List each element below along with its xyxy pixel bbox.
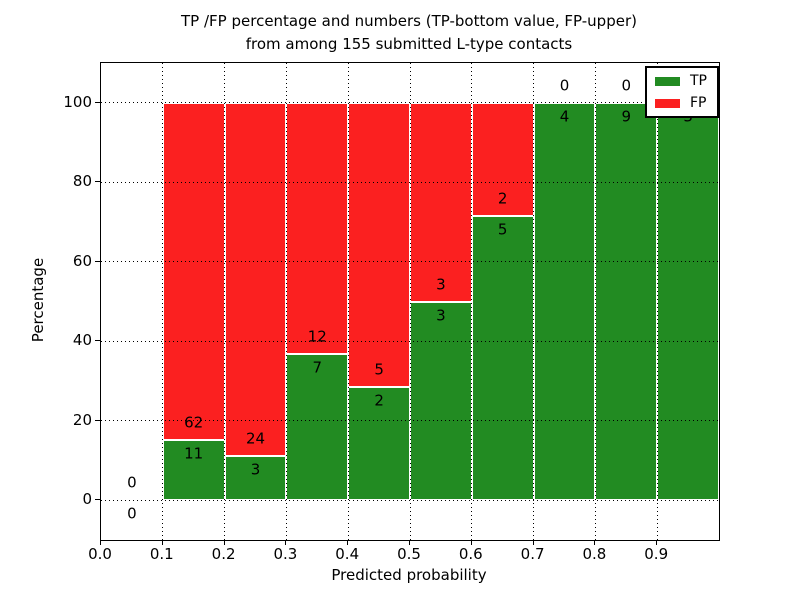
v-gridline <box>224 63 226 540</box>
tp-count-annotation: 0 <box>127 504 137 523</box>
bar-fp-segment <box>224 102 287 457</box>
y-tick-label: 100 <box>63 92 92 111</box>
bar-tp-segment <box>471 216 534 501</box>
tp-count-annotation: 3 <box>250 460 261 479</box>
tp-count-annotation: 4 <box>559 107 570 126</box>
y-tick-mark <box>95 101 100 103</box>
chart-title-line1: TP /FP percentage and numbers (TP-bottom… <box>181 12 637 30</box>
x-tick-mark <box>594 540 596 545</box>
x-tick-label: 0.7 <box>520 545 545 563</box>
x-tick-label: 0.9 <box>644 545 669 563</box>
x-axis-label: Predicted probability <box>331 566 487 584</box>
x-tick-label: 0.6 <box>458 545 483 563</box>
fp-count-annotation: 0 <box>621 76 632 95</box>
legend-label-fp: FP <box>690 95 707 111</box>
x-tick-mark <box>656 540 658 545</box>
legend-item-fp: FP <box>655 96 707 110</box>
v-gridline <box>409 63 411 540</box>
bar-tp-segment <box>657 102 719 501</box>
tp-count-annotation: 9 <box>621 107 632 126</box>
plot-area: TP FP 006211243127523325040903 <box>100 62 720 541</box>
x-tick-mark <box>470 540 472 545</box>
x-tick-label: 0.4 <box>335 545 360 563</box>
fp-count-annotation: 3 <box>436 275 446 293</box>
tp-count-annotation: 5 <box>497 220 508 239</box>
x-tick-label: 0.8 <box>582 545 607 563</box>
tp-count-annotation: 3 <box>436 306 446 324</box>
bar-fp-segment <box>410 102 472 302</box>
y-tick-mark <box>95 340 100 342</box>
y-tick-mark <box>95 499 100 501</box>
legend: TP FP <box>645 66 719 118</box>
y-tick-mark <box>95 181 100 183</box>
tp-count-annotation: 2 <box>374 391 384 410</box>
fp-count-annotation: 24 <box>245 429 266 448</box>
bar-fp-segment <box>286 102 349 354</box>
v-gridline <box>533 63 535 540</box>
x-tick-label: 0.2 <box>211 545 236 563</box>
y-tick-label: 80 <box>72 172 92 191</box>
v-gridline <box>285 63 287 540</box>
v-gridline <box>162 63 164 540</box>
x-tick-mark <box>409 540 410 545</box>
bar-fp-segment <box>348 102 410 387</box>
chart-title: TP /FP percentage and numbers (TP-bottom… <box>181 10 637 56</box>
y-tick-label: 0 <box>82 490 92 509</box>
bar-tp-segment <box>224 456 287 501</box>
bar-tp-segment <box>533 102 596 501</box>
fp-count-annotation: 0 <box>127 473 137 492</box>
x-tick-label: 0.5 <box>397 545 421 563</box>
fp-count-annotation: 5 <box>374 360 384 379</box>
x-tick-label: 0.1 <box>149 545 174 563</box>
y-tick-mark <box>95 260 100 262</box>
x-tick-label: 0.0 <box>88 545 112 563</box>
y-tick-label: 20 <box>72 410 92 429</box>
x-tick-mark <box>347 540 349 545</box>
fp-color-swatch <box>655 98 680 108</box>
tp-color-swatch <box>655 76 680 86</box>
x-tick-label: 0.3 <box>273 545 298 563</box>
bar-tp-segment <box>410 301 472 501</box>
fp-count-annotation: 62 <box>184 413 204 432</box>
tp-count-annotation: 11 <box>184 444 204 463</box>
v-gridline <box>471 63 473 540</box>
fp-count-annotation: 0 <box>559 76 570 95</box>
bar-tp-segment <box>162 440 225 501</box>
x-tick-mark <box>223 540 225 545</box>
v-gridline <box>594 63 596 540</box>
chart-title-line2: from among 155 submitted L-type contacts <box>245 35 573 53</box>
legend-item-tp: TP <box>655 74 707 88</box>
x-tick-mark <box>285 540 287 545</box>
bar-tp-segment <box>348 386 410 501</box>
y-tick-mark <box>95 419 100 421</box>
v-gridline <box>347 63 349 540</box>
bar-fp-segment <box>162 102 225 441</box>
x-tick-mark <box>100 540 101 545</box>
legend-label-tp: TP <box>690 73 707 89</box>
x-tick-mark <box>161 540 163 545</box>
fp-count-annotation: 2 <box>497 189 508 208</box>
v-gridline <box>656 63 658 540</box>
y-tick-label: 40 <box>72 331 92 350</box>
fp-count-annotation: 12 <box>307 327 327 346</box>
x-tick-mark <box>532 540 534 545</box>
tp-count-annotation: 7 <box>312 358 323 377</box>
bar-tp-segment <box>595 102 658 501</box>
y-tick-label: 60 <box>72 251 92 270</box>
